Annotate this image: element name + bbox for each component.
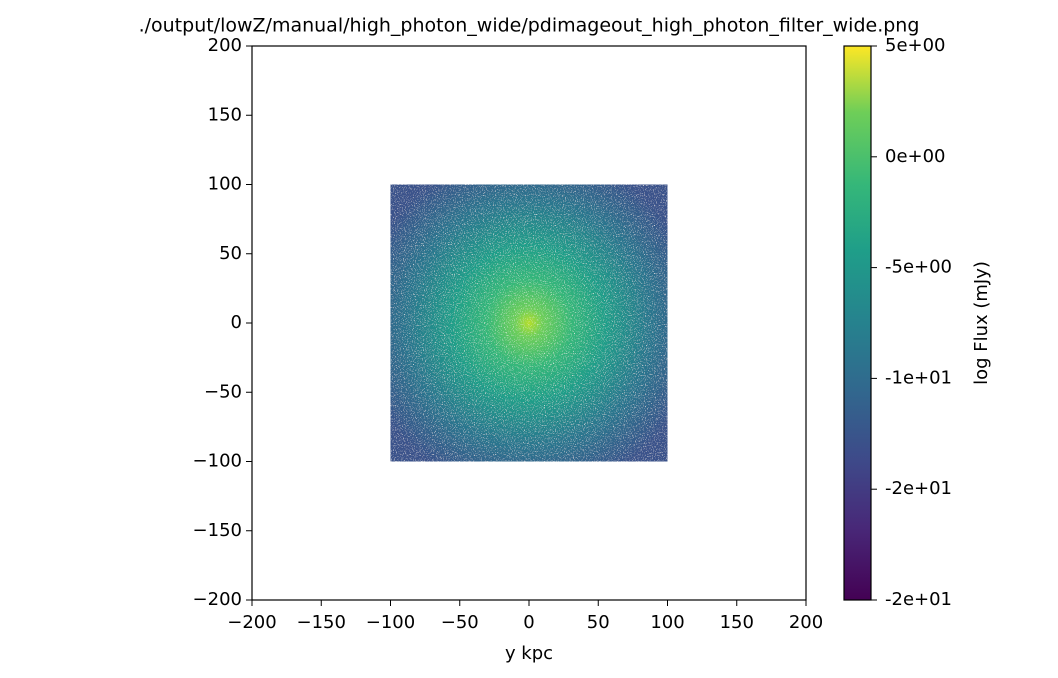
image bbox=[390, 184, 668, 462]
colorbar-tick-label: -1e+01 bbox=[885, 367, 952, 388]
x-tick-label: 150 bbox=[720, 612, 754, 633]
x-tick-label: −50 bbox=[441, 612, 479, 633]
y-tick-label: 50 bbox=[219, 243, 242, 264]
y-tick-label: −100 bbox=[193, 451, 242, 472]
y-tick-label: −150 bbox=[193, 520, 242, 541]
x-tick-label: −150 bbox=[297, 612, 346, 633]
colorbar bbox=[843, 45, 872, 601]
x-tick-label: 50 bbox=[587, 612, 610, 633]
colorbar-tick-label: -2e+01 bbox=[885, 589, 952, 610]
colorbar-tick-label: -2e+01 bbox=[885, 478, 952, 499]
x-tick-label: −200 bbox=[227, 612, 276, 633]
y-tick-label: 0 bbox=[231, 312, 242, 333]
chart-title: ./output/lowZ/manual/high_photon_wide/pd… bbox=[139, 15, 920, 37]
colorbar-tick-label: 5e+00 bbox=[885, 35, 946, 56]
y-tick-label: 100 bbox=[208, 174, 242, 195]
y-tick-label: 200 bbox=[208, 35, 242, 56]
y-tick-label: −50 bbox=[204, 381, 242, 402]
x-axis-label: y kpc bbox=[505, 643, 553, 664]
x-tick-label: 0 bbox=[523, 612, 534, 633]
colorbar-tick-label: 0e+00 bbox=[885, 146, 946, 167]
x-tick-label: −100 bbox=[366, 612, 415, 633]
colorbar-tick-label: -5e+00 bbox=[885, 257, 952, 278]
y-tick-label: 150 bbox=[208, 104, 242, 125]
colorbar-label: log Flux (mJy) bbox=[971, 261, 992, 385]
x-tick-label: 200 bbox=[789, 612, 823, 633]
x-tick-label: 100 bbox=[650, 612, 684, 633]
y-tick-label: −200 bbox=[193, 589, 242, 610]
